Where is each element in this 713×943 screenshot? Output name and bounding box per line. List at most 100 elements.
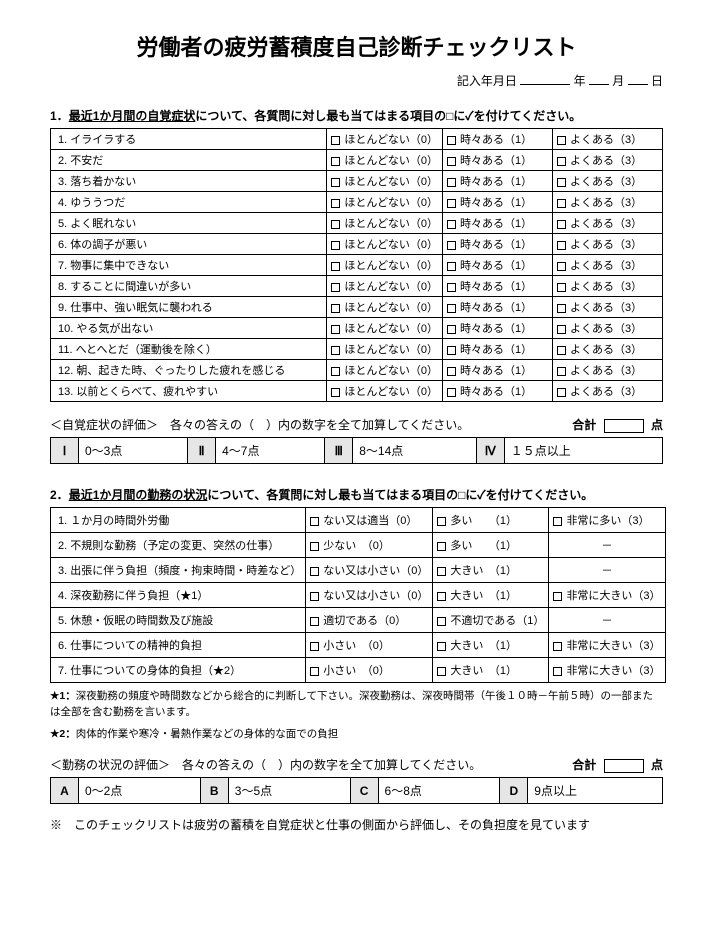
- checkbox-icon[interactable]: [447, 241, 456, 250]
- date-blank-day[interactable]: [628, 84, 648, 85]
- checkbox-icon[interactable]: [557, 199, 566, 208]
- option-cell: よくある（3）: [553, 276, 663, 297]
- option-cell-na: －: [549, 558, 665, 583]
- checkbox-icon[interactable]: [553, 592, 562, 601]
- sec2-underline: 最近1か月間の勤務の状況: [69, 488, 208, 502]
- checkbox-icon[interactable]: [447, 367, 456, 376]
- checkbox-icon[interactable]: [331, 283, 340, 292]
- option-cell: 小さい （0）: [306, 633, 433, 658]
- checkbox-icon[interactable]: [310, 667, 319, 676]
- checkbox-icon[interactable]: [331, 241, 340, 250]
- checkbox-icon[interactable]: [437, 642, 446, 651]
- date-year-label: 年: [574, 74, 586, 88]
- checkbox-icon[interactable]: [331, 325, 340, 334]
- option-cell: 小さい （0）: [306, 658, 433, 683]
- footnote: ※ このチェックリストは疲労の蓄積を自覚症状と仕事の側面から評価し、その負担度を…: [50, 816, 663, 835]
- table-row: 9. 仕事中、強い眠気に襲われるほとんどない（0）時々ある（1）よくある（3）: [51, 297, 663, 318]
- option-cell: 不適切である（1）: [433, 608, 549, 633]
- sec1-sum-box[interactable]: [604, 419, 644, 433]
- checkbox-icon[interactable]: [331, 199, 340, 208]
- option-cell: 大きい （1）: [433, 633, 549, 658]
- table-row: 6. 仕事についての精神的負担小さい （0）大きい （1）非常に大きい（3）: [51, 633, 666, 658]
- checkbox-icon[interactable]: [557, 325, 566, 334]
- checkbox-icon[interactable]: [447, 220, 456, 229]
- option-cell: よくある（3）: [553, 318, 663, 339]
- checkbox-icon[interactable]: [437, 617, 446, 626]
- checkbox-icon[interactable]: [557, 367, 566, 376]
- date-blank-year[interactable]: [520, 84, 570, 85]
- checkbox-icon[interactable]: [447, 304, 456, 313]
- table-row: 13. 以前とくらべて、疲れやすいほとんどない（0）時々ある（1）よくある（3）: [51, 381, 663, 402]
- checkbox-icon[interactable]: [310, 567, 319, 576]
- option-cell-na: －: [549, 608, 665, 633]
- sec2-tail: について、各質問に対し最も当てはまる項目の□に✓を付けてください。: [207, 488, 593, 502]
- checkbox-icon[interactable]: [557, 220, 566, 229]
- option-cell: よくある（3）: [553, 234, 663, 255]
- option-cell: 非常に大きい（3）: [549, 583, 665, 608]
- checkbox-icon[interactable]: [557, 388, 566, 397]
- page: 労働者の疲労蓄積度自己診断チェックリスト 記入年月日 年 月 日 1．最近1か月…: [0, 0, 713, 865]
- question-cell: 3. 出張に伴う負担（頻度・拘束時間・時差など）: [51, 558, 306, 583]
- checkbox-icon[interactable]: [553, 517, 562, 526]
- checkbox-icon[interactable]: [447, 178, 456, 187]
- sec2-num: 2．: [50, 488, 69, 502]
- checkbox-icon[interactable]: [447, 346, 456, 355]
- checkbox-icon[interactable]: [437, 542, 446, 551]
- checkbox-icon[interactable]: [331, 367, 340, 376]
- checkbox-icon[interactable]: [447, 283, 456, 292]
- checkbox-icon[interactable]: [557, 346, 566, 355]
- checkbox-icon[interactable]: [437, 592, 446, 601]
- checkbox-icon[interactable]: [557, 262, 566, 271]
- checkbox-icon[interactable]: [557, 241, 566, 250]
- checkbox-icon[interactable]: [310, 592, 319, 601]
- checkbox-icon[interactable]: [331, 388, 340, 397]
- checkbox-icon[interactable]: [557, 136, 566, 145]
- checkbox-icon[interactable]: [331, 262, 340, 271]
- checkbox-icon[interactable]: [310, 517, 319, 526]
- option-cell: 時々ある（1）: [443, 171, 553, 192]
- option-cell: 大きい （1）: [433, 583, 549, 608]
- option-cell: 時々ある（1）: [443, 318, 553, 339]
- sec1-num: 1．: [50, 109, 69, 123]
- checkbox-icon[interactable]: [447, 388, 456, 397]
- checkbox-icon[interactable]: [331, 136, 340, 145]
- checkbox-icon[interactable]: [331, 157, 340, 166]
- checkbox-icon[interactable]: [557, 157, 566, 166]
- checkbox-icon[interactable]: [557, 304, 566, 313]
- checkbox-icon[interactable]: [310, 617, 319, 626]
- scale-grade: A: [51, 778, 79, 804]
- option-cell: よくある（3）: [553, 150, 663, 171]
- checkbox-icon[interactable]: [310, 542, 319, 551]
- sec2-sum-box[interactable]: [604, 759, 644, 773]
- checkbox-icon[interactable]: [310, 642, 319, 651]
- checkbox-icon[interactable]: [437, 567, 446, 576]
- checkbox-icon[interactable]: [557, 178, 566, 187]
- checkbox-icon[interactable]: [447, 325, 456, 334]
- option-cell: ほとんどない（0）: [327, 297, 443, 318]
- table-row: 11. へとへとだ（運動後を除く）ほとんどない（0）時々ある（1）よくある（3）: [51, 339, 663, 360]
- date-blank-month[interactable]: [589, 84, 609, 85]
- checkbox-icon[interactable]: [331, 178, 340, 187]
- note2: ★2：肉体的作業や寒冷・暑熱作業などの身体的な面での負担: [50, 727, 663, 743]
- option-cell: ほとんどない（0）: [327, 381, 443, 402]
- page-title: 労働者の疲労蓄積度自己診断チェックリスト: [50, 30, 663, 62]
- option-cell: 時々ある（1）: [443, 339, 553, 360]
- option-cell: よくある（3）: [553, 297, 663, 318]
- checkbox-icon[interactable]: [447, 157, 456, 166]
- checkbox-icon[interactable]: [447, 199, 456, 208]
- checkbox-icon[interactable]: [437, 517, 446, 526]
- checkbox-icon[interactable]: [447, 136, 456, 145]
- checkbox-icon[interactable]: [447, 262, 456, 271]
- checkbox-icon[interactable]: [553, 667, 562, 676]
- date-prefix: 記入年月日: [457, 74, 517, 88]
- option-cell: ほとんどない（0）: [327, 171, 443, 192]
- checkbox-icon[interactable]: [331, 346, 340, 355]
- checkbox-icon[interactable]: [331, 304, 340, 313]
- table-row: 5. 休憩・仮眠の時間数及び施設適切である（0）不適切である（1）－: [51, 608, 666, 633]
- sec2-scale-table: A0～2点B3～5点C6～8点D9点以上: [50, 777, 663, 804]
- checkbox-icon[interactable]: [557, 283, 566, 292]
- checkbox-icon[interactable]: [553, 642, 562, 651]
- checkbox-icon[interactable]: [331, 220, 340, 229]
- checkbox-icon[interactable]: [437, 667, 446, 676]
- date-day-label: 日: [651, 74, 663, 88]
